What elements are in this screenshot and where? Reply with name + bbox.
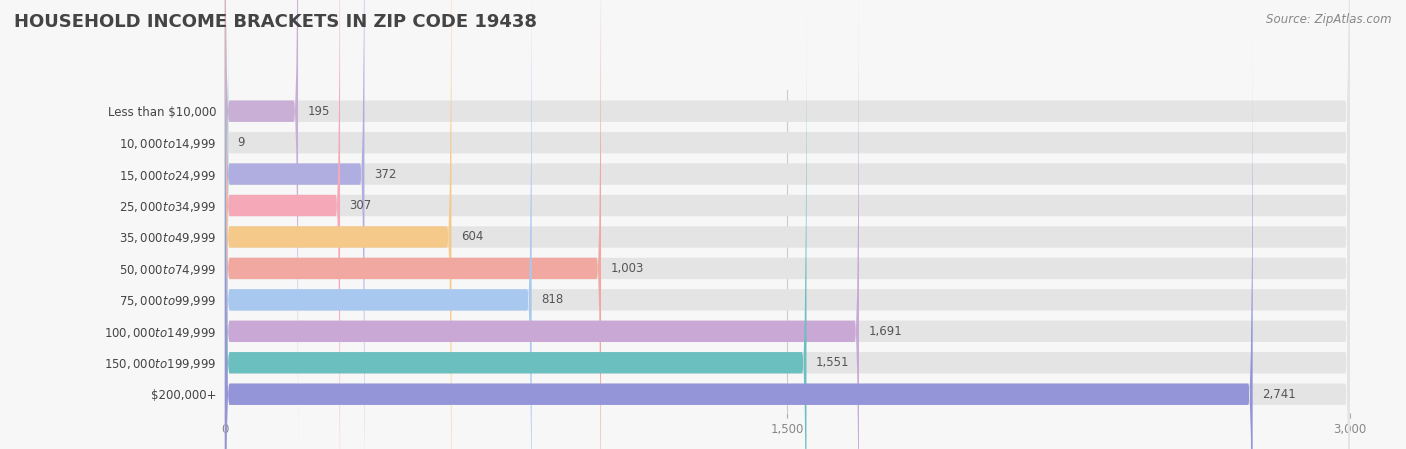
Text: 195: 195 [308, 105, 330, 118]
FancyBboxPatch shape [225, 0, 1350, 449]
FancyBboxPatch shape [225, 0, 1350, 449]
Text: 604: 604 [461, 230, 484, 243]
FancyBboxPatch shape [225, 0, 1350, 449]
Text: HOUSEHOLD INCOME BRACKETS IN ZIP CODE 19438: HOUSEHOLD INCOME BRACKETS IN ZIP CODE 19… [14, 13, 537, 31]
FancyBboxPatch shape [225, 0, 807, 449]
FancyBboxPatch shape [225, 27, 1253, 449]
Text: Source: ZipAtlas.com: Source: ZipAtlas.com [1267, 13, 1392, 26]
Text: 1,551: 1,551 [815, 356, 849, 369]
FancyBboxPatch shape [225, 27, 1350, 449]
FancyBboxPatch shape [225, 12, 228, 273]
Text: 307: 307 [350, 199, 371, 212]
FancyBboxPatch shape [225, 0, 1350, 449]
FancyBboxPatch shape [225, 0, 340, 449]
Text: 1,003: 1,003 [610, 262, 644, 275]
Text: 372: 372 [374, 167, 396, 180]
FancyBboxPatch shape [225, 0, 1350, 449]
FancyBboxPatch shape [225, 0, 1350, 449]
Text: 818: 818 [541, 293, 564, 306]
FancyBboxPatch shape [225, 0, 600, 449]
FancyBboxPatch shape [225, 0, 1350, 449]
Text: 2,741: 2,741 [1263, 388, 1296, 401]
FancyBboxPatch shape [225, 0, 859, 449]
Text: 1,691: 1,691 [869, 325, 903, 338]
FancyBboxPatch shape [225, 0, 298, 449]
FancyBboxPatch shape [225, 0, 1350, 449]
Text: 9: 9 [238, 136, 245, 149]
FancyBboxPatch shape [225, 0, 1350, 449]
FancyBboxPatch shape [225, 0, 531, 449]
FancyBboxPatch shape [225, 0, 364, 449]
FancyBboxPatch shape [225, 0, 451, 449]
